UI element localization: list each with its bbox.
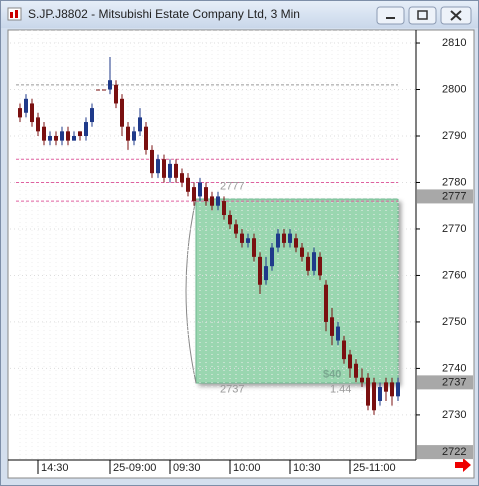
- candle-body: [168, 163, 172, 178]
- candle-body: [84, 122, 88, 136]
- candle-body: [36, 117, 40, 132]
- candle-body: [102, 89, 106, 91]
- price-marker-label: 2777: [442, 190, 466, 202]
- candle-body: [66, 131, 70, 141]
- candle-body: [138, 117, 142, 132]
- candle-body: [48, 135, 52, 141]
- measure-high-label: 2777: [220, 180, 244, 192]
- candle-body: [354, 363, 358, 378]
- candle-body: [30, 103, 34, 123]
- minimize-button[interactable]: [376, 6, 405, 25]
- candle-body: [42, 126, 46, 141]
- restore-button[interactable]: [408, 6, 437, 25]
- y-tick-label: 2770: [442, 223, 466, 235]
- candle-body: [324, 284, 328, 322]
- x-tick-label: 25-09:00: [113, 462, 156, 474]
- candle-body: [252, 238, 256, 257]
- x-tick-label: 09:30: [173, 462, 201, 474]
- candle-body: [114, 84, 118, 104]
- candle-body: [78, 131, 82, 136]
- candle-body: [204, 187, 208, 202]
- candle-body: [228, 215, 232, 225]
- y-tick-label: 2750: [442, 316, 466, 328]
- price-marker-label: 2737: [442, 376, 466, 388]
- price-marker: [417, 189, 473, 204]
- candle-body: [174, 163, 178, 178]
- candle-body: [372, 382, 376, 411]
- scroll-arrow[interactable]: [455, 458, 471, 472]
- candle-body: [270, 247, 274, 267]
- candle-body: [144, 126, 148, 150]
- y-tick-label: 2760: [442, 269, 466, 281]
- candle-body: [186, 177, 190, 192]
- measure-arc: [185, 198, 197, 384]
- candle-body: [18, 108, 22, 118]
- candle-body: [390, 382, 394, 397]
- candle-body: [120, 98, 124, 127]
- candle-body: [198, 182, 202, 197]
- candle-body: [366, 377, 370, 406]
- candle-body: [132, 131, 136, 141]
- candle-body: [264, 266, 268, 281]
- y-tick-label: 2810: [442, 37, 466, 49]
- candle-body: [348, 354, 352, 369]
- x-tick-label: 10:30: [293, 462, 321, 474]
- candle-body: [162, 159, 166, 178]
- candle-body: [282, 233, 286, 243]
- app-icon: [7, 7, 22, 21]
- candle-body: [342, 340, 346, 360]
- y-tick-label: 2780: [442, 176, 466, 188]
- candle-body: [396, 382, 400, 397]
- candle-body: [90, 108, 94, 123]
- price-marker-label: 2722: [442, 446, 466, 458]
- candle-body: [210, 196, 214, 206]
- x-tick-label: 10:00: [233, 462, 261, 474]
- candle-body: [336, 326, 340, 341]
- candle-body: [72, 135, 76, 141]
- y-tick-label: 2800: [442, 83, 466, 95]
- x-tick-label: 14:30: [41, 462, 69, 474]
- candle-body: [60, 131, 64, 141]
- candle-body: [54, 135, 58, 141]
- candle-body: [240, 233, 244, 243]
- candle-body: [108, 80, 112, 90]
- y-tick-label: 2740: [442, 362, 466, 374]
- candle-body: [384, 382, 388, 392]
- price-marker: [417, 445, 473, 460]
- candle-body: [150, 149, 154, 174]
- measure-ratio: 1.44: [330, 383, 351, 395]
- candle-body: [360, 377, 364, 383]
- close-button[interactable]: [440, 6, 472, 25]
- measure-box: [195, 198, 399, 384]
- candle-body: [222, 201, 226, 216]
- candle-body: [312, 252, 316, 271]
- measure-profit: $40: [323, 368, 341, 380]
- candle-body: [288, 233, 292, 243]
- x-tick-label: 25-11:00: [353, 462, 396, 474]
- candle-body: [378, 387, 382, 401]
- candle-body: [300, 247, 304, 257]
- candle-body: [234, 224, 238, 234]
- candle-body: [330, 317, 334, 336]
- candle-body: [192, 187, 196, 202]
- candle-body: [276, 233, 280, 248]
- candle-body: [318, 256, 322, 276]
- y-tick-label: 2790: [442, 130, 466, 142]
- candle-body: [24, 98, 28, 113]
- candle-body: [294, 238, 298, 248]
- candle-body: [96, 89, 100, 91]
- candle-body: [216, 196, 220, 206]
- candle-body: [258, 256, 262, 285]
- candle-body: [180, 173, 184, 183]
- measure-low-label: 2737: [220, 383, 244, 395]
- candle-body: [246, 238, 250, 243]
- price-marker: [417, 375, 473, 390]
- window-title: S.JP.J8802 - Mitsubishi Estate Company L…: [28, 7, 300, 21]
- candle-body: [156, 159, 160, 174]
- y-tick-label: 2730: [442, 409, 466, 421]
- candle-body: [306, 256, 310, 271]
- candle-body: [126, 126, 130, 141]
